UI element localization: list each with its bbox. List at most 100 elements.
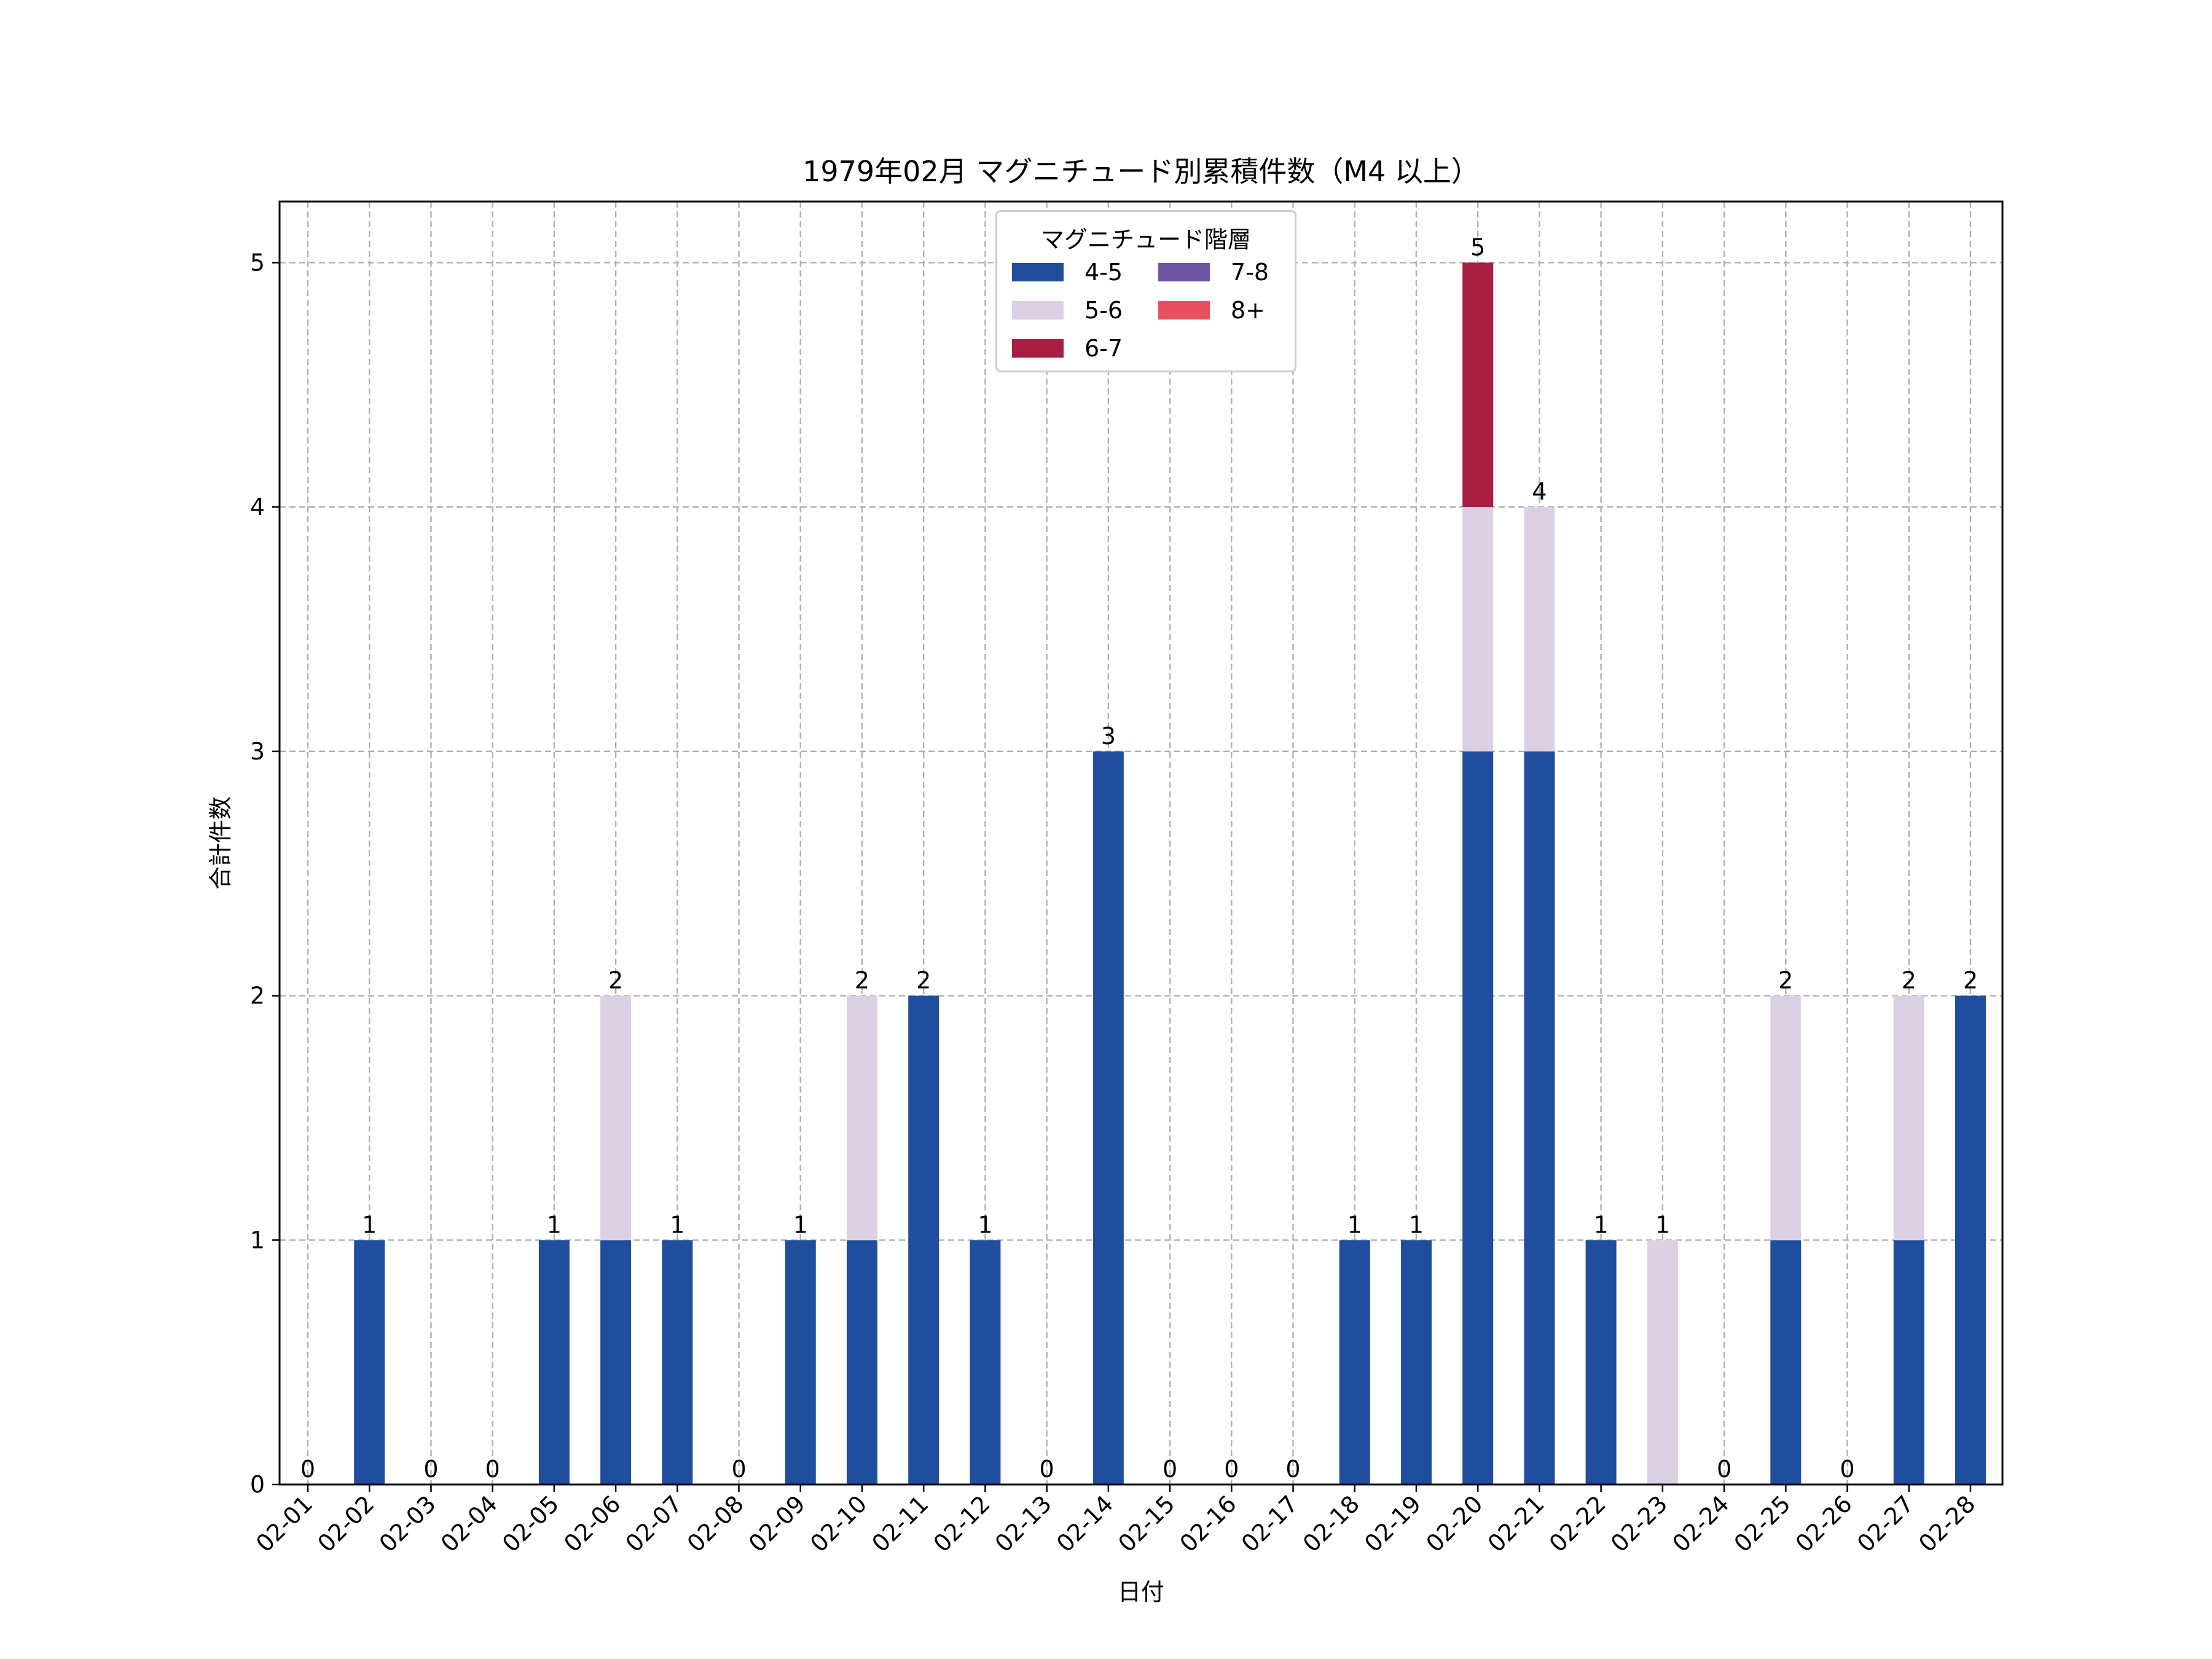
y-tick-label: 2 (250, 982, 265, 1010)
y-tick-label: 3 (250, 738, 265, 765)
bar-total-label: 2 (916, 967, 931, 994)
bar-segment-4-5 (600, 1240, 632, 1484)
bar-total-label: 1 (670, 1211, 684, 1238)
legend-swatch-5-6 (1012, 301, 1064, 320)
bar-segment-6-7 (1462, 262, 1494, 508)
y-tick-label: 0 (250, 1471, 265, 1498)
legend-label: 6-7 (1084, 335, 1123, 362)
bar-total-label: 2 (1902, 967, 1916, 994)
x-tick-label: 02-09 (743, 1490, 810, 1557)
legend-swatch-4-5 (1012, 263, 1064, 281)
bar-segment-4-5 (846, 1240, 877, 1484)
legend-item-7-8: 7-8 (1158, 259, 1269, 286)
x-axis-label: 日付 (1118, 1579, 1164, 1606)
legend: マグニチュード階層 4-5 5-6 6-7 7-8 8+ (995, 210, 1296, 372)
x-tick-label: 02-27 (1852, 1490, 1919, 1557)
x-tick-label: 02-04 (436, 1490, 503, 1557)
bar-segment-5-6 (1893, 995, 1924, 1241)
x-tick-label: 02-05 (497, 1490, 564, 1557)
bar-total-label: 2 (608, 967, 623, 994)
bar-total-label: 1 (1655, 1211, 1670, 1238)
bar-total-label: 1 (547, 1211, 562, 1238)
bar-total-label: 0 (1224, 1456, 1239, 1483)
bar-segment-4-5 (662, 1240, 693, 1484)
bar-total-label: 0 (485, 1456, 500, 1483)
x-tick-label: 02-16 (1174, 1490, 1241, 1557)
x-tick-label: 02-18 (1298, 1490, 1365, 1557)
bar-total-label: 0 (1040, 1456, 1054, 1483)
bar-total-label: 2 (1963, 967, 1978, 994)
bar-segment-4-5 (1400, 1240, 1432, 1484)
bar-segment-4-5 (785, 1240, 816, 1484)
x-tick-label: 02-01 (251, 1490, 318, 1557)
bar-segment-4-5 (1339, 1240, 1370, 1484)
bar-total-label: 1 (362, 1211, 377, 1238)
bar-total-label: 5 (1470, 233, 1485, 261)
bar-total-label: 1 (793, 1211, 808, 1238)
y-tick-label: 4 (250, 493, 265, 520)
y-axis-label: 合計件数 (207, 796, 234, 890)
bar-segment-4-5 (538, 1240, 570, 1484)
x-tick-label: 02-19 (1359, 1490, 1426, 1557)
legend-item-6-7: 6-7 (1012, 335, 1123, 362)
legend-label: 5-6 (1084, 297, 1123, 324)
x-tick-label: 02-28 (1913, 1490, 1980, 1557)
bar-total-label: 0 (1717, 1456, 1732, 1483)
y-axis-ticks: 0 1 2 3 4 5 (250, 249, 280, 1498)
bar-segment-4-5 (1462, 751, 1494, 1484)
x-tick-label: 02-20 (1421, 1490, 1488, 1557)
legend-item-4-5: 4-5 (1012, 259, 1123, 286)
bar-total-label: 1 (978, 1211, 992, 1238)
bar-segment-4-5 (1524, 751, 1555, 1484)
bars (354, 262, 1986, 1484)
bar-segment-4-5 (1770, 1240, 1802, 1484)
grid (280, 202, 2002, 1486)
x-tick-label: 02-08 (682, 1490, 749, 1557)
legend-label: 4-5 (1084, 259, 1123, 286)
x-tick-label: 02-06 (559, 1490, 626, 1557)
plot-frame (278, 200, 2004, 1486)
x-tick-label: 02-25 (1728, 1490, 1795, 1557)
legend-label: 7-8 (1231, 259, 1269, 286)
y-tick-label: 5 (250, 249, 265, 276)
x-tick-label: 02-24 (1667, 1490, 1734, 1557)
legend-swatch-8plus (1158, 301, 1210, 320)
bar-total-label: 0 (1285, 1456, 1300, 1483)
legend-label: 8+ (1231, 297, 1266, 324)
x-tick-label: 02-02 (312, 1490, 379, 1557)
bar-segment-4-5 (970, 1240, 1001, 1484)
x-tick-label: 02-12 (928, 1490, 995, 1557)
x-tick-label: 02-03 (374, 1490, 441, 1557)
x-tick-label: 02-21 (1483, 1490, 1550, 1557)
x-tick-label: 02-15 (1113, 1490, 1180, 1557)
x-tick-label: 02-22 (1544, 1490, 1611, 1557)
legend-swatch-6-7 (1012, 339, 1064, 358)
bar-total-label: 1 (1594, 1211, 1609, 1238)
bar-total-label: 3 (1101, 723, 1116, 750)
legend-item-5-6: 5-6 (1012, 297, 1123, 324)
bar-segment-4-5 (1585, 1240, 1617, 1484)
bar-segment-4-5 (354, 1240, 385, 1484)
bar-segment-5-6 (1462, 507, 1494, 751)
x-tick-label: 02-14 (1051, 1490, 1118, 1557)
chart-title: 1979年02月 マグニチュード別累積件数（M4 以上） (802, 155, 1480, 188)
bar-segment-4-5 (908, 995, 939, 1484)
y-tick-label: 1 (250, 1226, 265, 1253)
x-tick-label: 02-26 (1790, 1490, 1857, 1557)
legend-swatch-7-8 (1158, 263, 1210, 281)
bar-total-label: 1 (1409, 1211, 1424, 1238)
x-tick-label: 02-11 (866, 1490, 933, 1557)
bar-segment-5-6 (1770, 995, 1802, 1241)
bar-segment-5-6 (600, 995, 632, 1241)
bar-segment-4-5 (1955, 995, 1986, 1484)
x-tick-label: 02-07 (620, 1490, 687, 1557)
bar-total-label: 1 (1347, 1211, 1362, 1238)
bar-total-label: 4 (1532, 478, 1547, 505)
bar-segment-5-6 (1647, 1240, 1678, 1484)
legend-item-8plus: 8+ (1158, 297, 1265, 324)
bar-segment-5-6 (846, 995, 877, 1241)
bar-total-label: 2 (1778, 967, 1793, 994)
bar-total-label: 0 (731, 1456, 746, 1483)
bar-value-labels: 0 1 0 0 1 2 1 0 1 2 2 1 0 3 0 0 0 1 1 5 4 1 1 0 2 0 2 2 (300, 233, 1978, 1483)
x-axis-ticks: 02-0102-0202-0302-0402-0502-0602-0702-08… (251, 1484, 1980, 1557)
